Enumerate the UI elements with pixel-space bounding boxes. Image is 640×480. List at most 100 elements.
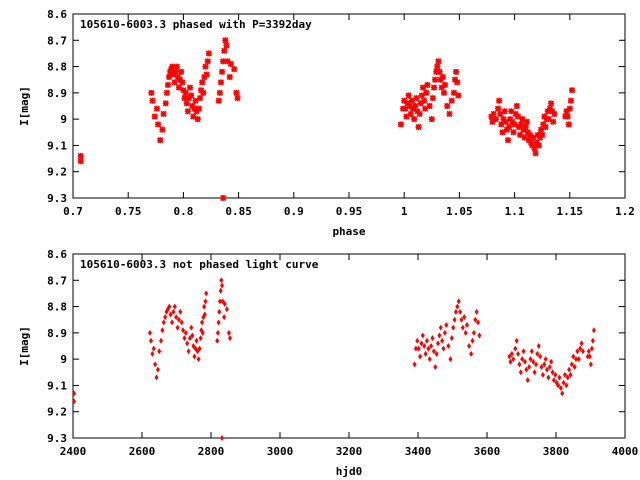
data-point xyxy=(542,361,547,368)
data-point xyxy=(429,95,436,102)
data-point xyxy=(182,89,189,96)
data-point xyxy=(233,89,240,96)
data-point xyxy=(198,335,203,342)
data-point xyxy=(171,79,178,86)
data-point xyxy=(434,350,439,357)
data-point xyxy=(203,298,208,305)
x-tick-label: 0.95 xyxy=(336,205,363,218)
data-point xyxy=(531,358,536,365)
y-tick-label: 8.7 xyxy=(47,274,67,287)
data-point xyxy=(489,118,496,125)
data-point xyxy=(539,131,546,138)
data-point xyxy=(436,340,441,347)
data-point xyxy=(521,134,528,141)
data-point xyxy=(517,361,522,368)
x-tick-label: 0.9 xyxy=(284,205,304,218)
data-point xyxy=(423,89,430,96)
data-point xyxy=(464,321,469,328)
data-point xyxy=(551,377,556,384)
data-point xyxy=(186,348,191,355)
data-point xyxy=(575,348,580,355)
data-point xyxy=(529,348,534,355)
data-point xyxy=(453,308,458,315)
data-point xyxy=(183,329,188,336)
data-point xyxy=(444,321,449,328)
y-tick-label: 9 xyxy=(60,113,67,126)
data-point xyxy=(220,194,227,202)
data-point xyxy=(538,126,545,133)
data-point xyxy=(462,314,467,321)
data-point xyxy=(175,324,180,331)
data-point xyxy=(535,350,540,357)
data-point xyxy=(411,116,418,123)
x-tick-label: 3000 xyxy=(267,445,294,458)
data-point xyxy=(467,343,472,349)
data-point xyxy=(168,311,173,318)
data-point xyxy=(545,116,552,123)
data-point xyxy=(506,123,513,131)
y-tick-label: 8.9 xyxy=(47,327,67,340)
data-point xyxy=(538,353,543,360)
data-point xyxy=(231,66,238,73)
data-point xyxy=(175,84,183,91)
data-point xyxy=(590,337,595,344)
data-point xyxy=(572,364,577,371)
data-point xyxy=(460,324,465,331)
data-point xyxy=(162,100,169,107)
data-point xyxy=(224,58,231,65)
data-point xyxy=(455,303,460,310)
data-point xyxy=(540,371,545,378)
data-point xyxy=(204,58,211,65)
phased-light-curve-chart: 105610-6003.3 phased with P=3392day phas… xyxy=(18,8,635,238)
data-point xyxy=(429,343,434,349)
data-point xyxy=(202,311,207,318)
data-point xyxy=(517,131,524,138)
data-point xyxy=(518,121,525,128)
x-axis-title-hjd0: hjd0 xyxy=(336,465,363,478)
data-point xyxy=(553,371,558,378)
data-point xyxy=(458,308,463,315)
data-point xyxy=(474,308,479,315)
data-point xyxy=(423,350,428,357)
data-point xyxy=(454,79,461,86)
data-point xyxy=(549,358,554,365)
data-point xyxy=(205,50,212,57)
data-point xyxy=(217,308,222,315)
data-point xyxy=(416,345,421,352)
data-point xyxy=(202,303,207,310)
data-point xyxy=(547,100,555,107)
data-point xyxy=(168,66,175,73)
data-point xyxy=(157,137,164,144)
data-point xyxy=(545,366,550,373)
data-point xyxy=(516,350,521,357)
data-point xyxy=(430,84,438,91)
data-point xyxy=(448,97,455,104)
data-point xyxy=(564,382,569,389)
x-tick-label: 3600 xyxy=(474,445,501,458)
data-point xyxy=(194,337,199,344)
y-tick-label: 9.3 xyxy=(47,192,67,205)
data-point xyxy=(153,361,158,368)
data-point xyxy=(504,137,512,144)
data-point xyxy=(492,116,499,123)
data-point xyxy=(528,356,533,363)
data-point xyxy=(499,129,506,136)
y-tick-label: 8.8 xyxy=(47,301,67,314)
data-point xyxy=(444,102,451,110)
data-point xyxy=(178,68,185,75)
data-point xyxy=(185,340,190,347)
data-point xyxy=(77,158,84,165)
data-point xyxy=(497,110,504,117)
data-point xyxy=(587,353,592,360)
data-point xyxy=(477,332,482,339)
data-point xyxy=(521,348,526,355)
data-point xyxy=(427,356,432,363)
y-tick-label: 9.2 xyxy=(47,166,67,179)
data-point xyxy=(160,110,167,117)
data-point xyxy=(179,319,184,326)
plot-frame xyxy=(72,253,626,439)
data-point xyxy=(508,358,513,365)
data-point xyxy=(189,324,194,331)
data-point xyxy=(455,92,462,99)
